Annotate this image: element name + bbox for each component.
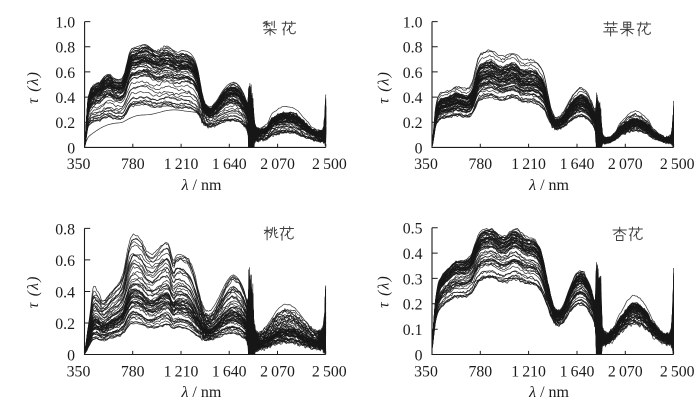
svg-text:λ / nm: λ / nm xyxy=(180,384,221,401)
svg-text:1 640: 1 640 xyxy=(560,156,595,173)
svg-text:0.2: 0.2 xyxy=(403,115,423,132)
svg-text:2 070: 2 070 xyxy=(608,156,643,173)
svg-text:0: 0 xyxy=(67,347,75,364)
svg-text:780: 780 xyxy=(121,156,145,173)
svg-text:0.8: 0.8 xyxy=(403,40,423,57)
svg-text:1 640: 1 640 xyxy=(212,156,247,173)
svg-text:1.0: 1.0 xyxy=(55,15,75,32)
svg-text:0.3: 0.3 xyxy=(403,271,423,288)
svg-text:2 500: 2 500 xyxy=(660,156,695,173)
svg-text:λ / nm: λ / nm xyxy=(181,177,222,194)
svg-text:0.4: 0.4 xyxy=(55,90,75,107)
svg-text:350: 350 xyxy=(67,363,91,380)
svg-text:780: 780 xyxy=(468,363,492,380)
svg-text:0.4: 0.4 xyxy=(403,90,423,107)
svg-text:1.0: 1.0 xyxy=(403,15,423,32)
svg-text:τ (λ): τ (λ) xyxy=(375,275,392,308)
svg-text:2 500: 2 500 xyxy=(660,363,695,380)
svg-text:0.8: 0.8 xyxy=(55,40,75,57)
svg-text:0.2: 0.2 xyxy=(55,115,75,132)
svg-text:0: 0 xyxy=(415,140,423,157)
svg-text:0.6: 0.6 xyxy=(55,253,75,270)
svg-text:1 210: 1 210 xyxy=(511,363,546,380)
svg-text:350: 350 xyxy=(414,156,438,173)
svg-text:0.6: 0.6 xyxy=(403,65,423,82)
svg-text:1 210: 1 210 xyxy=(164,363,199,380)
svg-text:2 070: 2 070 xyxy=(260,363,295,380)
svg-text:0.8: 0.8 xyxy=(55,221,75,238)
svg-text:2 500: 2 500 xyxy=(312,156,347,173)
svg-text:2 070: 2 070 xyxy=(608,363,643,380)
svg-text:350: 350 xyxy=(67,156,91,173)
svg-text:1 640: 1 640 xyxy=(560,363,595,380)
svg-text:λ / nm: λ / nm xyxy=(528,384,569,401)
svg-text:λ / nm: λ / nm xyxy=(528,177,569,194)
svg-text:0.5: 0.5 xyxy=(403,221,423,238)
svg-text:0.6: 0.6 xyxy=(55,65,75,82)
svg-text:0.2: 0.2 xyxy=(403,297,423,314)
svg-text:1 640: 1 640 xyxy=(212,363,247,380)
svg-text:350: 350 xyxy=(414,363,438,380)
svg-text:τ (λ): τ (λ) xyxy=(25,71,42,104)
svg-text:780: 780 xyxy=(468,156,492,173)
svg-text:2 500: 2 500 xyxy=(312,363,347,380)
svg-text:2 070: 2 070 xyxy=(260,156,295,173)
svg-text:1 210: 1 210 xyxy=(164,156,199,173)
svg-text:780: 780 xyxy=(121,363,145,380)
svg-text:τ (λ): τ (λ) xyxy=(375,71,392,104)
svg-text:0.4: 0.4 xyxy=(55,284,75,301)
svg-text:0.1: 0.1 xyxy=(403,322,423,339)
svg-text:0: 0 xyxy=(67,140,75,157)
svg-text:0.2: 0.2 xyxy=(55,316,75,333)
svg-text:1 210: 1 210 xyxy=(511,156,546,173)
svg-text:τ (λ): τ (λ) xyxy=(25,275,42,308)
svg-text:0.4: 0.4 xyxy=(403,246,423,263)
svg-text:0: 0 xyxy=(415,347,423,364)
